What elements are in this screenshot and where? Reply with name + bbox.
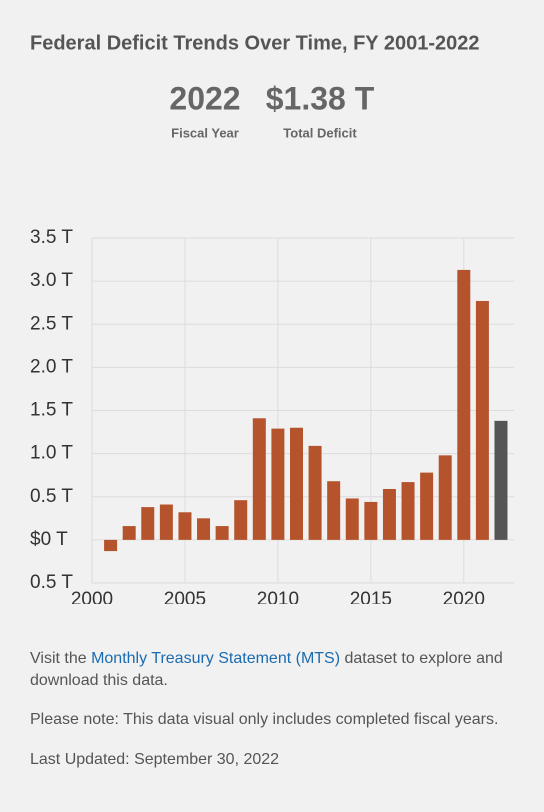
- x-tick-label: 2000: [71, 589, 113, 610]
- bar: [289, 427, 303, 540]
- chart-title: Federal Deficit Trends Over Time, FY 200…: [30, 32, 479, 54]
- y-tick-label: 1.0 T: [30, 443, 73, 464]
- x-tick-label: 2010: [257, 589, 299, 610]
- text: Visit the: [30, 650, 92, 667]
- bar: [327, 481, 341, 540]
- bar: [252, 418, 266, 540]
- bar: [494, 420, 508, 540]
- bar: [141, 507, 155, 540]
- bar: [178, 512, 192, 540]
- header-year: 2022: [169, 80, 240, 116]
- bar: [438, 455, 452, 540]
- chart: Federal Deficit Trends Over Time, FY 200…: [30, 32, 514, 610]
- bar: [308, 445, 322, 540]
- bar: [364, 501, 378, 540]
- y-tick-label: 3.0 T: [30, 270, 73, 291]
- bar: [271, 428, 285, 540]
- bar: [382, 488, 396, 540]
- text: dataset to explore and download this dat…: [30, 650, 503, 689]
- y-tick-label: 3.5 T: [30, 227, 73, 248]
- y-tick-label: 0.5 T: [30, 572, 73, 593]
- y-tick-label: 2.5 T: [30, 313, 73, 334]
- y-tick-label: 1.5 T: [30, 400, 73, 421]
- link[interactable]: Monthly Treasury Statement (MTS): [91, 650, 341, 667]
- x-tick-label: 2020: [443, 589, 485, 610]
- header-value: $1.38 T: [266, 80, 375, 116]
- bar: [401, 482, 415, 540]
- bar: [104, 539, 118, 552]
- bar: [234, 500, 248, 540]
- x-tick-label: 2005: [164, 589, 206, 610]
- plot: 0.5 T $0 T 0.5 T 1.0 T 1.5 T 2.0 T 2.5 T 3.0 T 3…: [30, 227, 514, 610]
- bar: [345, 498, 359, 540]
- footer-updated: Last Updated: September 30, 2022: [30, 751, 280, 768]
- bar: [215, 526, 229, 540]
- footer-note: Please note: This data visual only inclu…: [30, 711, 499, 728]
- footer-visit: Visit the Monthly Treasury Statement (MT…: [30, 648, 520, 692]
- bar: [457, 269, 471, 540]
- header-year-label: Fiscal Year: [171, 125, 239, 140]
- y-tick-label: 2.0 T: [30, 356, 73, 377]
- bar: [475, 300, 489, 540]
- bar: [420, 472, 434, 540]
- bar: [122, 526, 136, 540]
- bar: [197, 518, 211, 540]
- x-tick-label: 2015: [350, 589, 392, 610]
- y-tick-label: $0 T: [30, 529, 68, 550]
- y-tick-label: 0.5 T: [30, 486, 73, 507]
- header-value-label: Total Deficit: [283, 125, 357, 140]
- bar: [159, 504, 173, 540]
